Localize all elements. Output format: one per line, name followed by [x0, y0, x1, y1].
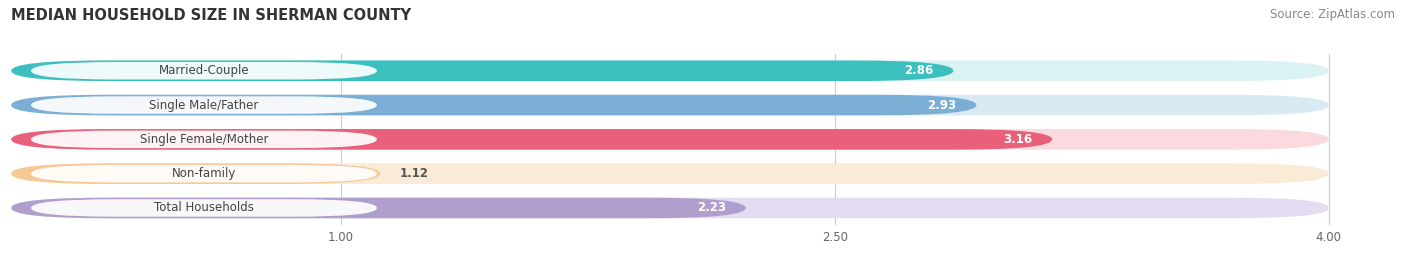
- Text: Total Households: Total Households: [155, 202, 254, 214]
- Text: 1.12: 1.12: [399, 167, 429, 180]
- Text: MEDIAN HOUSEHOLD SIZE IN SHERMAN COUNTY: MEDIAN HOUSEHOLD SIZE IN SHERMAN COUNTY: [11, 8, 412, 23]
- Text: 2.23: 2.23: [697, 202, 725, 214]
- FancyBboxPatch shape: [11, 61, 1329, 81]
- FancyBboxPatch shape: [11, 163, 1329, 184]
- FancyBboxPatch shape: [11, 129, 1329, 150]
- Text: 2.93: 2.93: [928, 99, 956, 111]
- FancyBboxPatch shape: [11, 61, 953, 81]
- Text: Married-Couple: Married-Couple: [159, 64, 249, 77]
- Text: Single Female/Mother: Single Female/Mother: [139, 133, 269, 146]
- FancyBboxPatch shape: [31, 131, 377, 148]
- FancyBboxPatch shape: [11, 163, 380, 184]
- FancyBboxPatch shape: [11, 198, 745, 218]
- Text: Non-family: Non-family: [172, 167, 236, 180]
- FancyBboxPatch shape: [11, 95, 1329, 115]
- FancyBboxPatch shape: [11, 95, 976, 115]
- FancyBboxPatch shape: [31, 96, 377, 114]
- FancyBboxPatch shape: [11, 129, 1052, 150]
- Text: Single Male/Father: Single Male/Father: [149, 99, 259, 111]
- Text: 2.86: 2.86: [904, 64, 934, 77]
- Text: 3.16: 3.16: [1004, 133, 1032, 146]
- FancyBboxPatch shape: [31, 62, 377, 80]
- Text: Source: ZipAtlas.com: Source: ZipAtlas.com: [1270, 8, 1395, 21]
- FancyBboxPatch shape: [11, 198, 1329, 218]
- FancyBboxPatch shape: [31, 199, 377, 217]
- FancyBboxPatch shape: [31, 165, 377, 183]
